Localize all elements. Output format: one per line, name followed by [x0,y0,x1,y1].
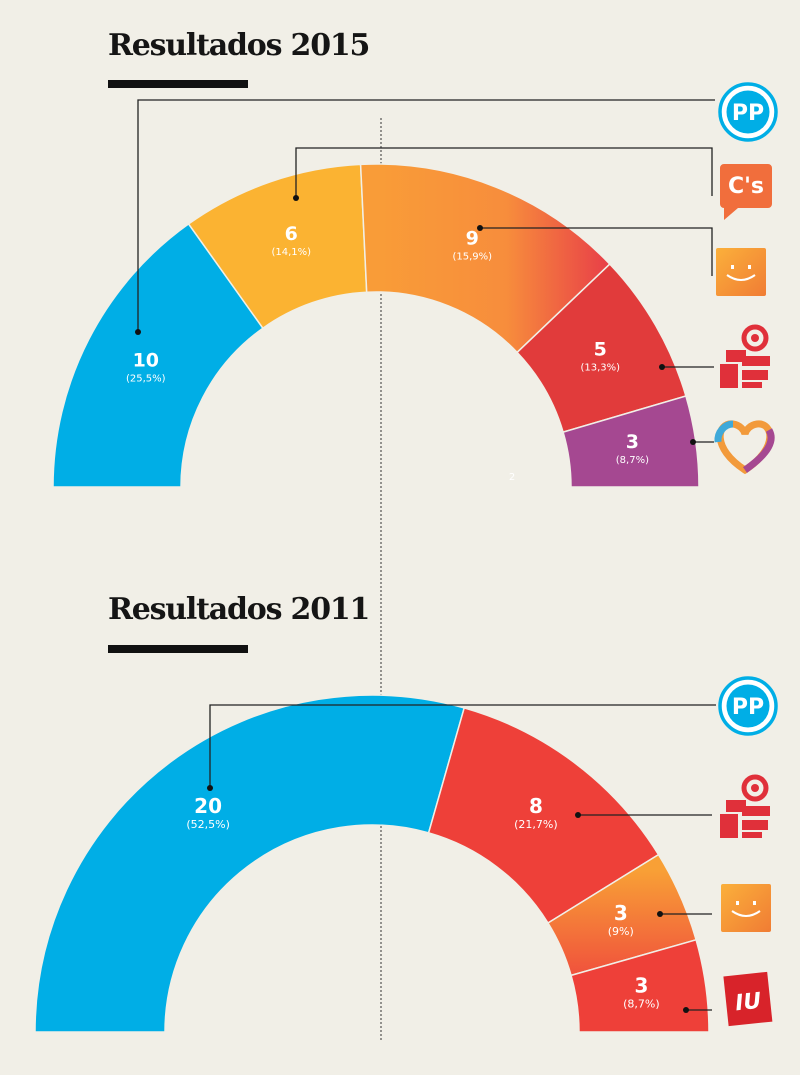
seat-count-label: 10 [133,349,159,371]
pp-logo-icon: PP [718,82,778,142]
arc-segment-heart-2015 [562,395,700,488]
seat-count-label: 3 [614,901,628,925]
leader-dot [657,911,663,917]
seat-count-label: 9 [466,228,479,250]
seat-count-label: 5 [594,339,607,361]
svg-text:C's: C's [728,174,764,199]
vote-share-label: (25,5%) [126,373,166,384]
psoe-rose-icon [720,774,770,838]
arc-segment-pp-2015 [52,222,264,488]
leader-dot [293,195,299,201]
seat-count-label: 3 [626,431,639,453]
vote-share-label: (15,9%) [453,252,493,263]
chart-title-2015: Resultados 2015 [108,28,370,63]
chart-title-2011: Resultados 2011 [108,592,370,627]
svg-text:PP: PP [732,695,764,720]
seat-count-label: 6 [285,223,298,245]
vote-share-label: (52,5%) [186,818,230,831]
seat-count-label: 3 [634,973,648,997]
ciudadanos-logo-icon: C's [720,164,772,220]
vote-share-label: (14,1%) [272,247,312,258]
leader-line [209,704,716,788]
title-underline-2011 [108,645,248,653]
leader-dot [207,785,213,791]
seat-count-label: 20 [194,794,222,818]
svg-text:IU: IU [734,989,763,1017]
leader-dot [477,225,483,231]
leader-line [137,99,715,332]
leader-dot [690,439,696,445]
seat-count-label: 8 [529,794,543,818]
vote-share-label: (8,7%) [616,455,649,466]
smile-logo-icon [716,248,766,296]
vote-share-label: (13,3%) [581,363,621,374]
vote-share-label: (9%) [608,925,634,938]
heart-logo-icon [714,420,775,475]
arc-segment-pp-2011 [34,694,466,1033]
svg-text:PP: PP [732,101,764,126]
iu-logo-icon: IU [723,971,773,1027]
title-underline-2015 [108,80,248,88]
leader-line [480,227,713,276]
vote-share-label: (21,7%) [514,818,558,831]
smile-logo-icon [721,884,771,932]
leader-line [295,147,713,198]
leader-dot [575,812,581,818]
annotation-small-label: 2 [509,472,515,483]
pp-logo-icon: PP [718,676,778,736]
leader-dot [659,364,665,370]
leader-dot [683,1007,689,1013]
arc-segment-iu-2011 [570,938,710,1033]
psoe-rose-icon [720,324,770,388]
vote-share-label: (8,7%) [623,997,660,1010]
leader-dot [135,329,141,335]
